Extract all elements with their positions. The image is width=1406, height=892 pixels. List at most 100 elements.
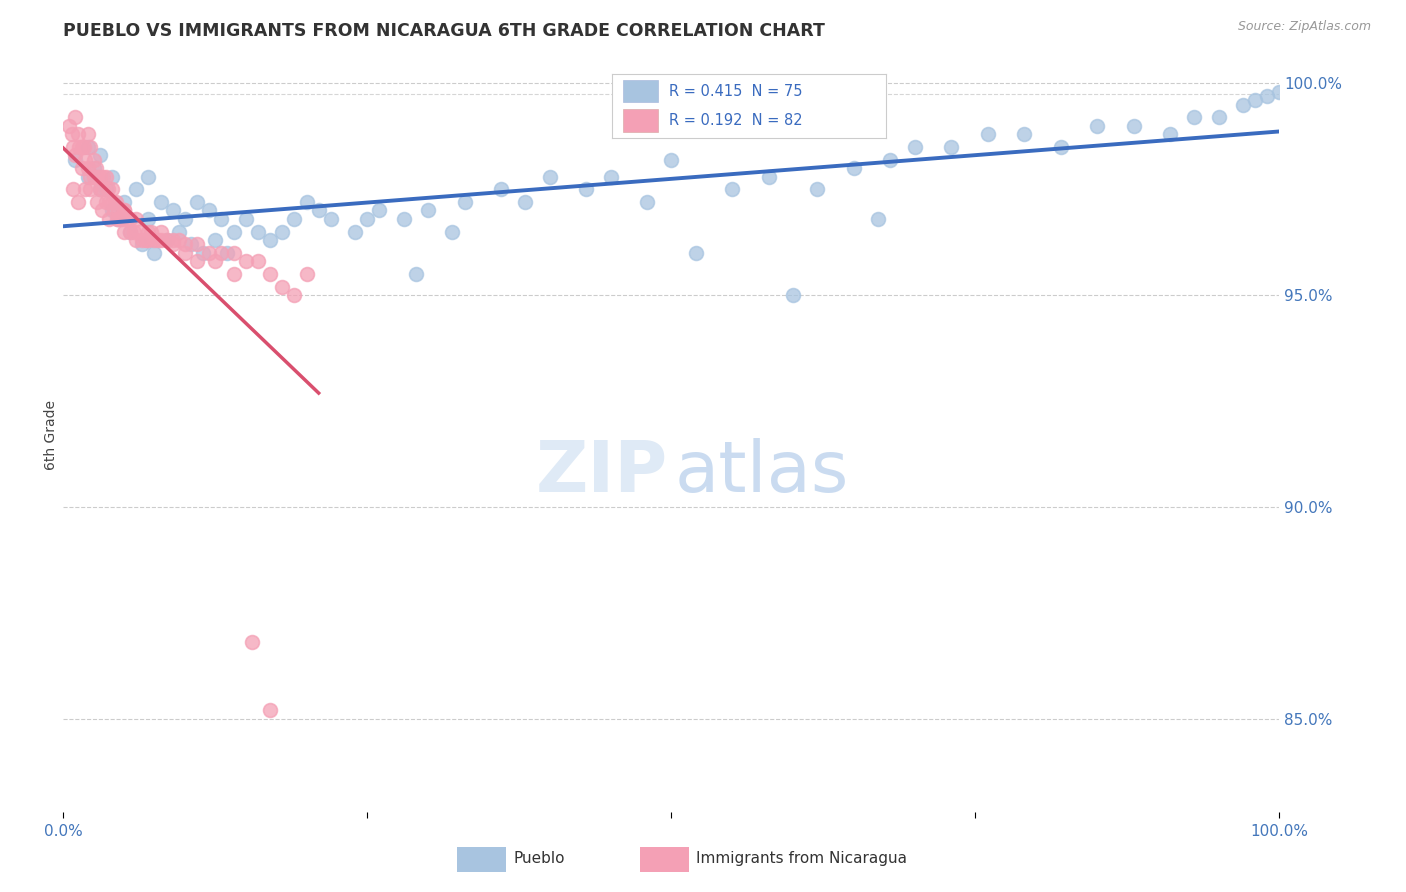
Point [91,203,114,218]
Point [76,140,98,154]
Point [976,127,998,141]
Point [204,254,226,268]
Point [1122,119,1144,133]
Point [1159,127,1181,141]
Point [89,182,111,196]
Point [1208,110,1230,124]
Point [295,267,318,281]
Point [120,211,142,226]
Point [120,225,142,239]
Point [283,211,305,226]
Point [79,140,101,154]
Point [98,211,121,226]
Point [156,233,179,247]
Point [112,203,135,218]
Point [94,169,117,184]
Point [879,153,901,167]
Point [97,182,120,196]
Point [84,161,107,175]
Point [60,127,83,141]
Y-axis label: 6th Grade: 6th Grade [44,400,58,470]
Point [83,169,105,184]
Point [344,225,367,239]
Point [174,245,197,260]
Point [259,703,281,717]
Point [62,140,84,154]
Point [235,211,257,226]
Bar [623,110,658,132]
Point [661,153,683,167]
Point [636,194,658,209]
Point [271,225,294,239]
Point [191,245,214,260]
Point [93,169,115,184]
Point [62,182,84,196]
Point [143,233,166,247]
Point [112,203,135,218]
Point [356,211,378,226]
Point [1244,93,1267,107]
Point [904,140,927,154]
Point [204,233,226,247]
Point [105,211,128,226]
Point [162,203,184,218]
Point [868,211,890,226]
Point [167,233,190,247]
Point [1232,97,1254,112]
Point [235,254,257,268]
Point [73,140,96,154]
Point [107,211,129,226]
Point [222,267,245,281]
Point [198,245,221,260]
Point [222,225,245,239]
Point [65,110,87,124]
Point [79,169,101,184]
Point [1182,110,1205,124]
Text: atlas: atlas [675,438,849,507]
Point [120,225,142,239]
Point [75,153,97,167]
Point [76,169,98,184]
Point [308,203,330,218]
Text: R = 0.192  N = 82: R = 0.192 N = 82 [669,112,803,128]
Point [156,233,179,247]
Point [125,233,148,247]
Point [489,182,512,196]
Point [174,237,197,252]
Point [186,237,208,252]
Point [139,225,162,239]
Point [89,182,111,196]
Point [538,169,561,184]
Point [1049,140,1071,154]
Point [146,233,169,247]
Point [135,233,157,247]
Point [112,225,135,239]
Point [685,245,707,260]
Point [131,237,153,252]
Text: ZIP: ZIP [536,438,668,507]
Point [138,169,160,184]
Point [1268,85,1291,99]
Point [217,245,239,260]
Point [67,140,90,154]
Point [174,211,197,226]
Point [83,161,105,175]
Point [186,254,208,268]
Point [86,194,108,209]
Point [143,245,166,260]
Point [295,194,318,209]
Point [198,203,221,218]
Point [91,182,114,196]
Point [107,211,129,226]
Point [222,245,245,260]
Point [101,194,124,209]
Point [721,182,744,196]
Point [89,169,111,184]
Point [418,203,440,218]
Point [131,233,153,247]
Point [283,288,305,302]
Point [101,169,124,184]
Point [76,127,98,141]
Point [98,194,121,209]
Point [101,203,124,218]
